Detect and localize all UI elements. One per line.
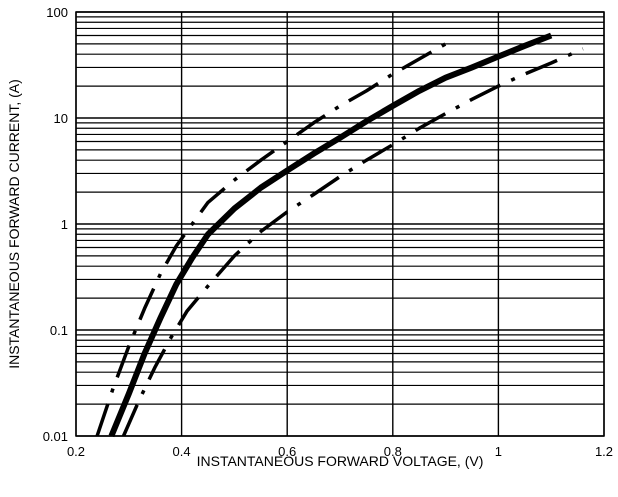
x-tick-label: 1.2 (595, 444, 613, 459)
y-axis-label: INSTANTANEOUS FORWARD CURRENT, (A) (6, 79, 22, 369)
limit-curve-2 (121, 47, 584, 437)
x-tick-label: 0.8 (384, 444, 402, 459)
y-tick-label: 100 (46, 5, 68, 20)
y-tick-label: 0.1 (50, 323, 68, 338)
x-tick-label: 0.6 (278, 444, 296, 459)
y-tick-label: 10 (54, 111, 68, 126)
typical-curve (108, 32, 553, 438)
y-tick-label: 0.01 (43, 429, 68, 444)
plot-area-frame (75, 11, 605, 437)
y-tick-label: 1 (61, 217, 68, 232)
x-tick-label: 0.4 (173, 444, 191, 459)
y-axis-tick-labels: 0.01 0.1 1 10 100 (43, 5, 68, 444)
series-layer (95, 32, 584, 438)
x-axis-tick-labels: 0.2 0.4 0.6 0.8 1 1.2 (67, 444, 613, 459)
minor-gridlines (76, 16, 604, 405)
x-tick-label: 0.2 (67, 444, 85, 459)
x-tick-label: 1 (495, 444, 502, 459)
x-axis-label: INSTANTANEOUS FORWARD VOLTAGE, (V) (197, 453, 484, 469)
limit-curve-1 (95, 42, 447, 437)
